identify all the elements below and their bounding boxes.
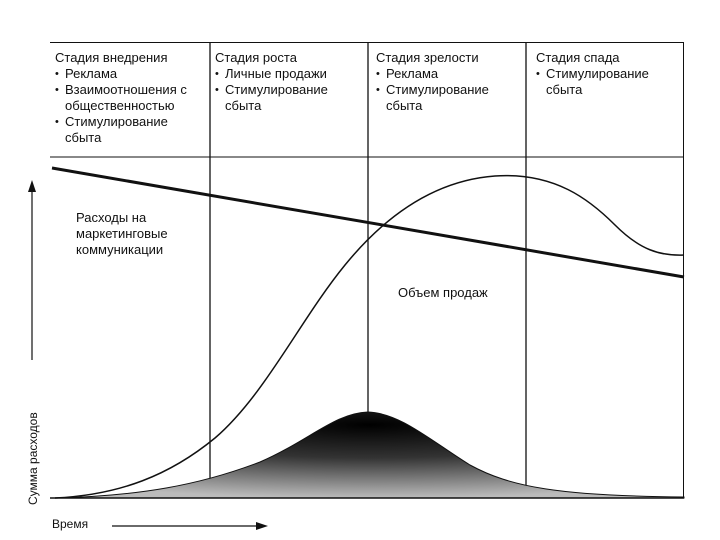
spending-bell-area: [54, 411, 685, 499]
stage-growth: Стадия роста Личные продажи Стимулирован…: [215, 50, 365, 114]
stage-item: Взаимоотношения с общественностью: [55, 82, 205, 114]
stage-item: Стимулирование сбыта: [376, 82, 522, 114]
x-axis-label: Время: [52, 517, 89, 531]
stage-title: Стадия внедрения: [55, 50, 168, 65]
stage-decline: Стадия спада Стимулирование сбыта: [536, 50, 680, 98]
stage-item: Реклама: [376, 66, 522, 82]
communications-cost-line: [51, 166, 685, 279]
stage-title: Стадия спада: [536, 50, 620, 65]
y-axis-label: Сумма расходов: [26, 412, 40, 505]
stage-introduction: Стадия внедрения Реклама Взаимоотношения…: [55, 50, 205, 146]
diagram-frame: [50, 42, 684, 498]
y-axis-arrowhead-icon: [28, 180, 36, 192]
costs-label: Расходы на маркетинговые коммуникации: [76, 210, 168, 257]
sales-label: Объем продаж: [398, 285, 488, 300]
stage-item: Личные продажи: [215, 66, 365, 82]
stage-maturity: Стадия зрелости Реклама Стимулирование с…: [376, 50, 522, 114]
x-axis-arrowhead-icon: [256, 522, 268, 530]
stage-title: Стадия зрелости: [376, 50, 479, 65]
stage-item: Стимулирование сбыта: [215, 82, 365, 114]
stage-title: Стадия роста: [215, 50, 297, 65]
stage-item: Реклама: [55, 66, 205, 82]
stage-item: Стимулирование сбыта: [55, 114, 205, 146]
stage-item: Стимулирование сбыта: [536, 66, 680, 98]
sales-volume-curve: [54, 174, 685, 499]
